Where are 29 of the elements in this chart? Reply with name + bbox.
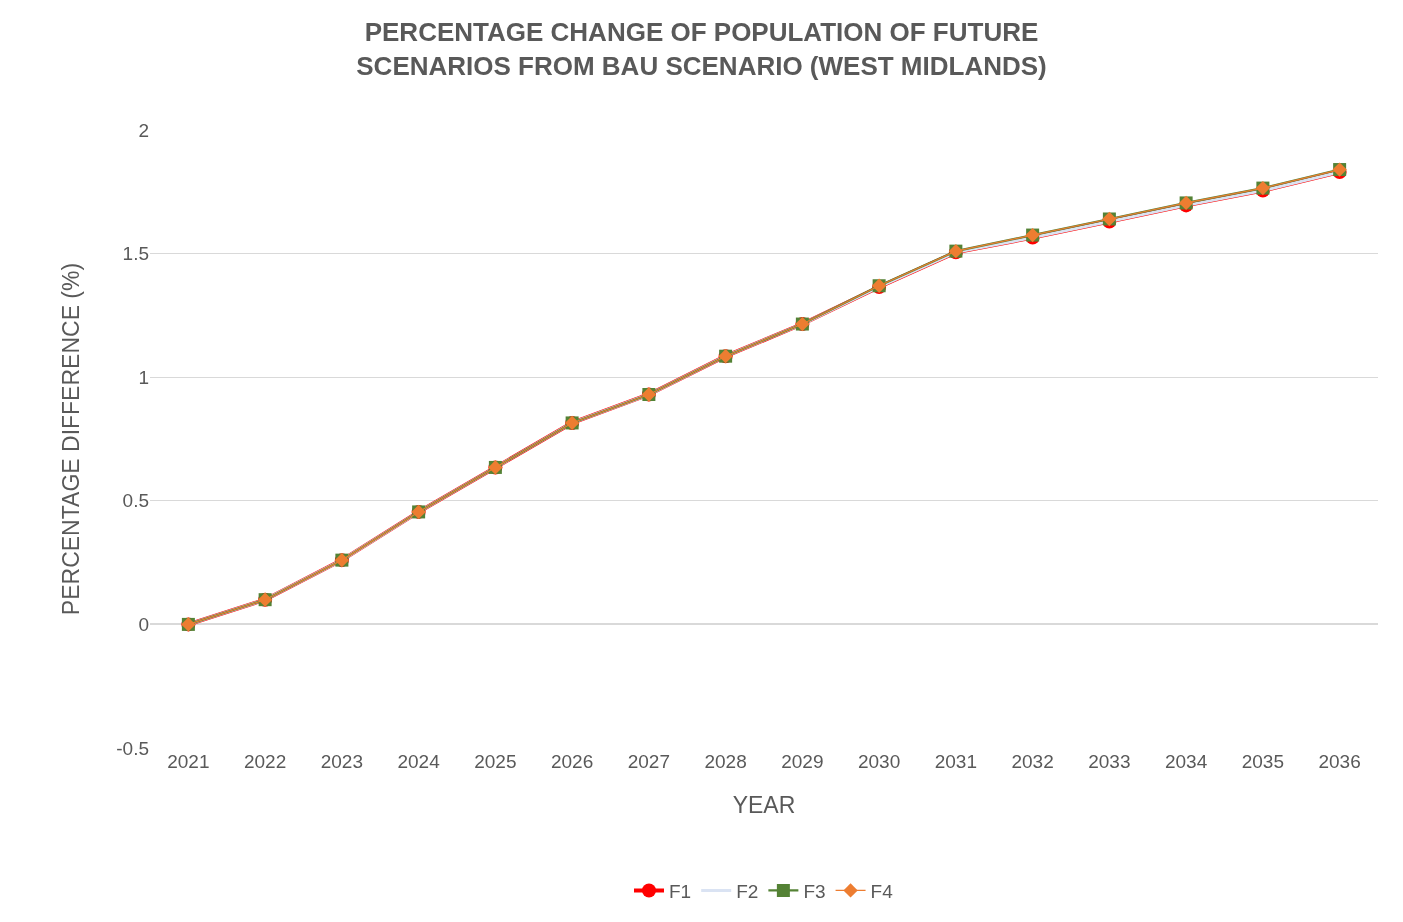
x-tick-label: 2025 — [474, 751, 517, 772]
x-tick-label: 2034 — [1164, 751, 1208, 772]
x-axis-title: YEAR — [732, 791, 796, 818]
x-tick-label: 2023 — [320, 751, 364, 772]
y-tick-label: 0.5 — [122, 490, 149, 512]
legend-label: F2 — [736, 880, 759, 902]
x-tick-label: 2021 — [167, 751, 210, 772]
x-tick-label: 2027 — [627, 751, 671, 772]
y-tick-label: 1 — [138, 366, 149, 388]
y-tick-label: -0.5 — [116, 737, 149, 759]
x-tick-label: 2022 — [243, 751, 287, 772]
x-tick-label: 2036 — [1318, 751, 1361, 772]
y-tick-label: 2 — [138, 119, 149, 141]
x-tick-label: 2024 — [397, 751, 441, 772]
y-axis-title: PERCENTAGE DIFFERENCE (%) — [57, 262, 84, 616]
y-tick-label: 0 — [138, 614, 149, 636]
x-tick-label: 2026 — [550, 751, 594, 772]
chart-title: PERCENTAGE CHANGE OF POPULATION OF FUTURE SCENARIOS FROM BAU SCENARIO (WEST MIDLANDS) — [356, 17, 1047, 82]
x-tick-label: 2028 — [704, 751, 747, 772]
y-tick-label: 1.5 — [122, 243, 149, 265]
legend-label: F1 — [669, 880, 692, 902]
legend-label: F4 — [870, 880, 894, 902]
x-tick-label: 2035 — [1241, 751, 1285, 772]
x-tick-label: 2033 — [1088, 751, 1131, 772]
legend-label: F3 — [803, 880, 826, 902]
x-tick-label: 2032 — [1011, 751, 1054, 772]
x-tick-label: 2030 — [857, 751, 901, 772]
x-tick-label: 2029 — [781, 751, 824, 772]
x-tick-label: 2031 — [934, 751, 978, 772]
